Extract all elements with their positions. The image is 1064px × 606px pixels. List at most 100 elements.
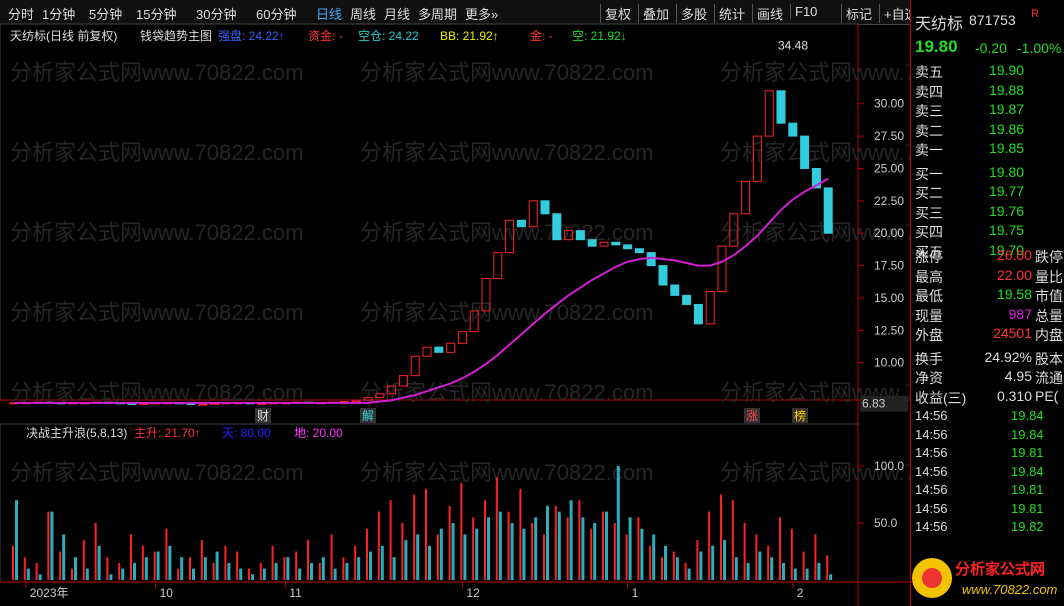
toolbar-tab[interactable]: 15分钟 xyxy=(136,7,177,22)
indicator-bar xyxy=(436,534,439,580)
trade-time: 14:56 xyxy=(915,426,948,442)
trade-price: 19.84 xyxy=(1011,463,1044,479)
indicator-bar xyxy=(649,545,652,580)
toolbar-button[interactable]: 多股 xyxy=(676,4,707,23)
candle xyxy=(351,399,361,403)
signal-label: 涨 xyxy=(746,408,758,423)
stat-label: 净资 xyxy=(915,370,943,386)
indicator-bar xyxy=(82,540,85,580)
candle xyxy=(611,241,621,246)
book-price: 19.85 xyxy=(989,140,1025,156)
indicator-name: 钱袋趋势主图 xyxy=(140,28,212,43)
toolbar-tab[interactable]: 日线 xyxy=(316,7,343,22)
candle xyxy=(717,245,727,292)
indicator-bar xyxy=(569,500,573,580)
indicator-bar xyxy=(200,540,203,580)
toolbar-button[interactable]: +自选 xyxy=(879,4,918,23)
indicator-bar xyxy=(519,488,522,580)
stat-value: 4.95 xyxy=(1004,368,1032,384)
toolbar-tab[interactable]: 5分钟 xyxy=(89,7,123,22)
book-label: 卖二 xyxy=(915,122,943,139)
indicator-bar xyxy=(141,545,144,580)
indicator-bar xyxy=(144,557,148,580)
indicator-bar xyxy=(475,528,479,580)
indicator-bar xyxy=(35,562,38,580)
indicator-value: BB: 21.92↑ xyxy=(440,29,499,43)
candle xyxy=(599,241,609,247)
toolbar-tab[interactable]: 周线 xyxy=(350,7,377,22)
stock-flag: R xyxy=(1031,8,1039,20)
candle xyxy=(823,187,833,234)
watermark: 分析家公式网www.70822.com xyxy=(360,220,653,245)
stat-label: 最高 xyxy=(915,268,943,285)
indicator-bar xyxy=(271,545,274,580)
trade-time: 14:56 xyxy=(915,408,948,423)
stat-value: 19.58 xyxy=(996,286,1032,302)
stat-value: 22.00 xyxy=(996,266,1032,283)
indicator-bar xyxy=(605,511,608,580)
candle xyxy=(363,397,373,401)
candle xyxy=(800,135,810,169)
indicator-bar xyxy=(767,545,770,580)
stat-value: 0.310 xyxy=(996,387,1032,404)
toolbar-tab[interactable]: 更多» xyxy=(465,7,499,22)
candle xyxy=(493,252,503,280)
book-label: 卖三 xyxy=(915,103,943,119)
indicator-value: 强盘: 24.22↑ xyxy=(218,28,285,43)
candle xyxy=(741,180,751,215)
indicator-bar xyxy=(581,517,585,580)
indicator-bar xyxy=(389,500,392,580)
indicator-bar xyxy=(192,568,195,580)
toolbar-button[interactable]: F10 xyxy=(790,4,817,19)
indicator-bar xyxy=(802,551,805,580)
indicator-bar xyxy=(203,557,207,580)
indicator-bar xyxy=(413,494,416,580)
toolbar-button[interactable]: 标记 xyxy=(841,4,872,23)
last-price: 19.80 xyxy=(915,37,958,56)
indicator-bar xyxy=(829,574,833,580)
toolbar-tab[interactable]: 多周期 xyxy=(418,7,458,22)
indicator-bar xyxy=(628,517,632,580)
watermark: 分析家公式网www.70822.com xyxy=(720,140,910,165)
trade-time: 14:56 xyxy=(915,463,948,479)
indicator-bar xyxy=(366,528,368,580)
stat-label: 流通 xyxy=(1035,370,1063,386)
trade-price: 19.81 xyxy=(1011,445,1044,460)
stat-label: 跌停 xyxy=(1035,249,1063,265)
indicator-bar xyxy=(177,568,180,580)
stat-label: 股本 xyxy=(1035,350,1063,367)
indicator-bar xyxy=(357,557,361,580)
toolbar-button[interactable]: 统计 xyxy=(714,4,745,23)
toolbar-button[interactable]: 画线 xyxy=(752,4,783,23)
toolbar-tab[interactable]: 月线 xyxy=(384,7,411,22)
book-label: 买二 xyxy=(915,185,943,201)
candle xyxy=(422,346,432,357)
indicator-bar xyxy=(696,540,699,580)
toolbar-tab[interactable]: 分时 xyxy=(8,7,35,22)
indicator-bar xyxy=(428,545,431,580)
stat-label: 量比 xyxy=(1035,268,1063,285)
indicator-bar xyxy=(793,568,797,580)
book-price: 19.75 xyxy=(989,222,1025,238)
indicator-value: 地: 20.00 xyxy=(294,426,343,440)
toolbar-button[interactable]: 复权 xyxy=(600,4,631,23)
candle xyxy=(752,135,762,182)
signal-label: 财 xyxy=(257,409,269,423)
y-tick-label: 100.0 xyxy=(874,459,904,473)
indicator-bar xyxy=(47,511,50,580)
stock-code: 871753 xyxy=(969,12,1016,28)
toolbar-tab[interactable]: 30分钟 xyxy=(196,7,237,22)
toolbar-tab[interactable]: 60分钟 xyxy=(256,7,297,22)
indicator-bar xyxy=(62,534,66,580)
candle xyxy=(729,213,739,247)
indicator-bar xyxy=(661,557,663,580)
book-price: 19.88 xyxy=(989,81,1025,98)
candle xyxy=(540,200,550,215)
toolbar-tab[interactable]: 1分钟 xyxy=(42,7,76,22)
indicator-bar xyxy=(71,568,73,580)
toolbar-button[interactable]: 叠加 xyxy=(638,4,669,23)
indicator-bar xyxy=(463,534,467,580)
indicator-bar xyxy=(746,562,750,580)
indicator-bar xyxy=(354,545,357,580)
